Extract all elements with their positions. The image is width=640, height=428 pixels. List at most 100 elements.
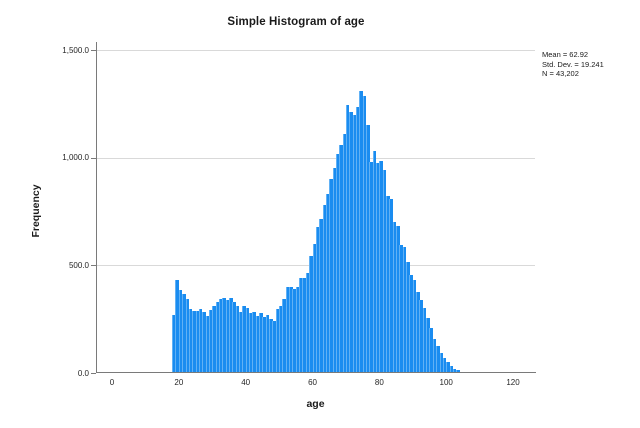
histogram-bar: [392, 222, 397, 373]
histogram-bar: [255, 315, 260, 373]
histogram-bar: [359, 91, 363, 373]
histogram-bar: [225, 299, 230, 373]
histogram-bar: [349, 112, 353, 373]
histogram-bar: [452, 368, 457, 373]
histogram-bar: [322, 205, 327, 373]
x-tick-label: 40: [241, 378, 251, 387]
histogram-bar: [439, 352, 444, 373]
stat-mean: Mean = 62.92: [542, 50, 589, 59]
y-tick-label: 0.0: [77, 368, 89, 378]
histogram-bar: [305, 272, 310, 373]
histogram-bar: [409, 275, 413, 373]
histogram-bar: [259, 313, 263, 373]
histogram-bar: [345, 104, 350, 373]
gridline-1500: [96, 50, 535, 51]
histogram-bar: [222, 298, 226, 373]
x-tick-label: 0: [109, 378, 115, 387]
histogram-bar: [436, 346, 440, 373]
plot-area: [96, 50, 535, 373]
histogram-bar: [252, 311, 256, 373]
histogram-bar: [289, 286, 293, 373]
x-tick-label: 60: [308, 378, 317, 387]
x-tick-label: 20: [174, 378, 184, 387]
histogram-bar: [342, 133, 347, 373]
y-tick-label: 1,500.0: [62, 45, 89, 55]
histogram-bar: [292, 289, 296, 373]
y-axis-title: Frequency: [30, 184, 42, 238]
histogram-bar: [309, 255, 313, 373]
stats-annotation: Mean = 62.92 Std. Dev. = 19.241 N = 43,2…: [542, 50, 604, 79]
histogram-bar: [265, 315, 270, 373]
y-tick-mark: [91, 50, 96, 51]
histogram-bar: [382, 169, 387, 373]
histogram-bar: [312, 243, 317, 373]
histogram-bar: [429, 327, 434, 373]
histogram-bar: [406, 262, 410, 373]
histogram-bar: [376, 163, 380, 373]
histogram-bar: [228, 297, 233, 373]
histogram-bar: [412, 280, 417, 373]
histogram-bar: [335, 153, 340, 373]
histogram-bar: [262, 317, 266, 373]
histogram-bar: [275, 309, 280, 373]
histogram-bar: [192, 310, 196, 373]
histogram-bar: [272, 321, 276, 373]
histogram-bar: [299, 278, 303, 373]
histogram-bar: [242, 305, 246, 373]
x-axis-line: [96, 372, 536, 373]
histogram-bar: [285, 287, 290, 373]
histogram-bar: [208, 309, 213, 373]
histogram-bar: [352, 115, 357, 373]
histogram-bar: [188, 309, 193, 373]
y-tick-mark: [91, 265, 96, 267]
histogram-bar: [446, 362, 450, 373]
histogram-bar: [399, 244, 403, 373]
histogram-bar: [379, 160, 383, 373]
histogram-bar: [365, 125, 370, 373]
histogram-bar: [426, 318, 430, 373]
histogram-bar: [185, 298, 190, 373]
histogram-bar: [402, 247, 407, 373]
histogram-bar: [269, 319, 273, 373]
histogram-bar: [245, 308, 250, 373]
y-tick-label: 500.0: [68, 260, 89, 270]
histogram-bar: [449, 366, 454, 373]
histogram-bar: [355, 107, 360, 373]
histogram-bar: [419, 299, 423, 373]
histogram-bar: [279, 305, 283, 373]
histogram-bar: [369, 161, 373, 373]
histogram-bar: [416, 292, 420, 373]
histogram-bar: [422, 308, 427, 373]
histogram-bar: [339, 145, 343, 373]
histogram-bar: [372, 151, 377, 373]
histogram-bar: [319, 219, 323, 373]
histogram-bar: [235, 305, 240, 373]
histogram-bar: [442, 357, 447, 373]
histogram-bar: [198, 309, 203, 373]
x-tick-label: 100: [439, 378, 453, 387]
x-tick-label: 80: [374, 378, 384, 387]
chart-title: Simple Histogram of age: [227, 16, 365, 28]
histogram-bar: [386, 196, 390, 373]
histogram-bar: [178, 290, 183, 373]
histogram-bar: [249, 313, 253, 373]
histogram-bar: [172, 314, 176, 373]
histogram-bar: [315, 226, 320, 373]
histogram-bar: [302, 278, 307, 373]
histogram-bar: [332, 168, 337, 373]
stat-n: N = 43,202: [542, 69, 579, 78]
histogram-bar: [195, 310, 200, 373]
histogram-bar: [295, 287, 300, 373]
histogram-bar: [215, 301, 220, 373]
x-tick-label: 120: [506, 378, 520, 387]
histogram-bar: [396, 225, 400, 373]
histogram-bar: [205, 315, 210, 373]
histogram-bar: [389, 198, 393, 373]
histogram-bar: [432, 338, 437, 373]
histogram-bar: [175, 280, 180, 373]
histogram-bar: [282, 299, 286, 373]
histogram-bar: [238, 311, 243, 373]
gridline-1000: [96, 157, 535, 159]
y-tick-label: 1,000.0: [62, 153, 89, 163]
